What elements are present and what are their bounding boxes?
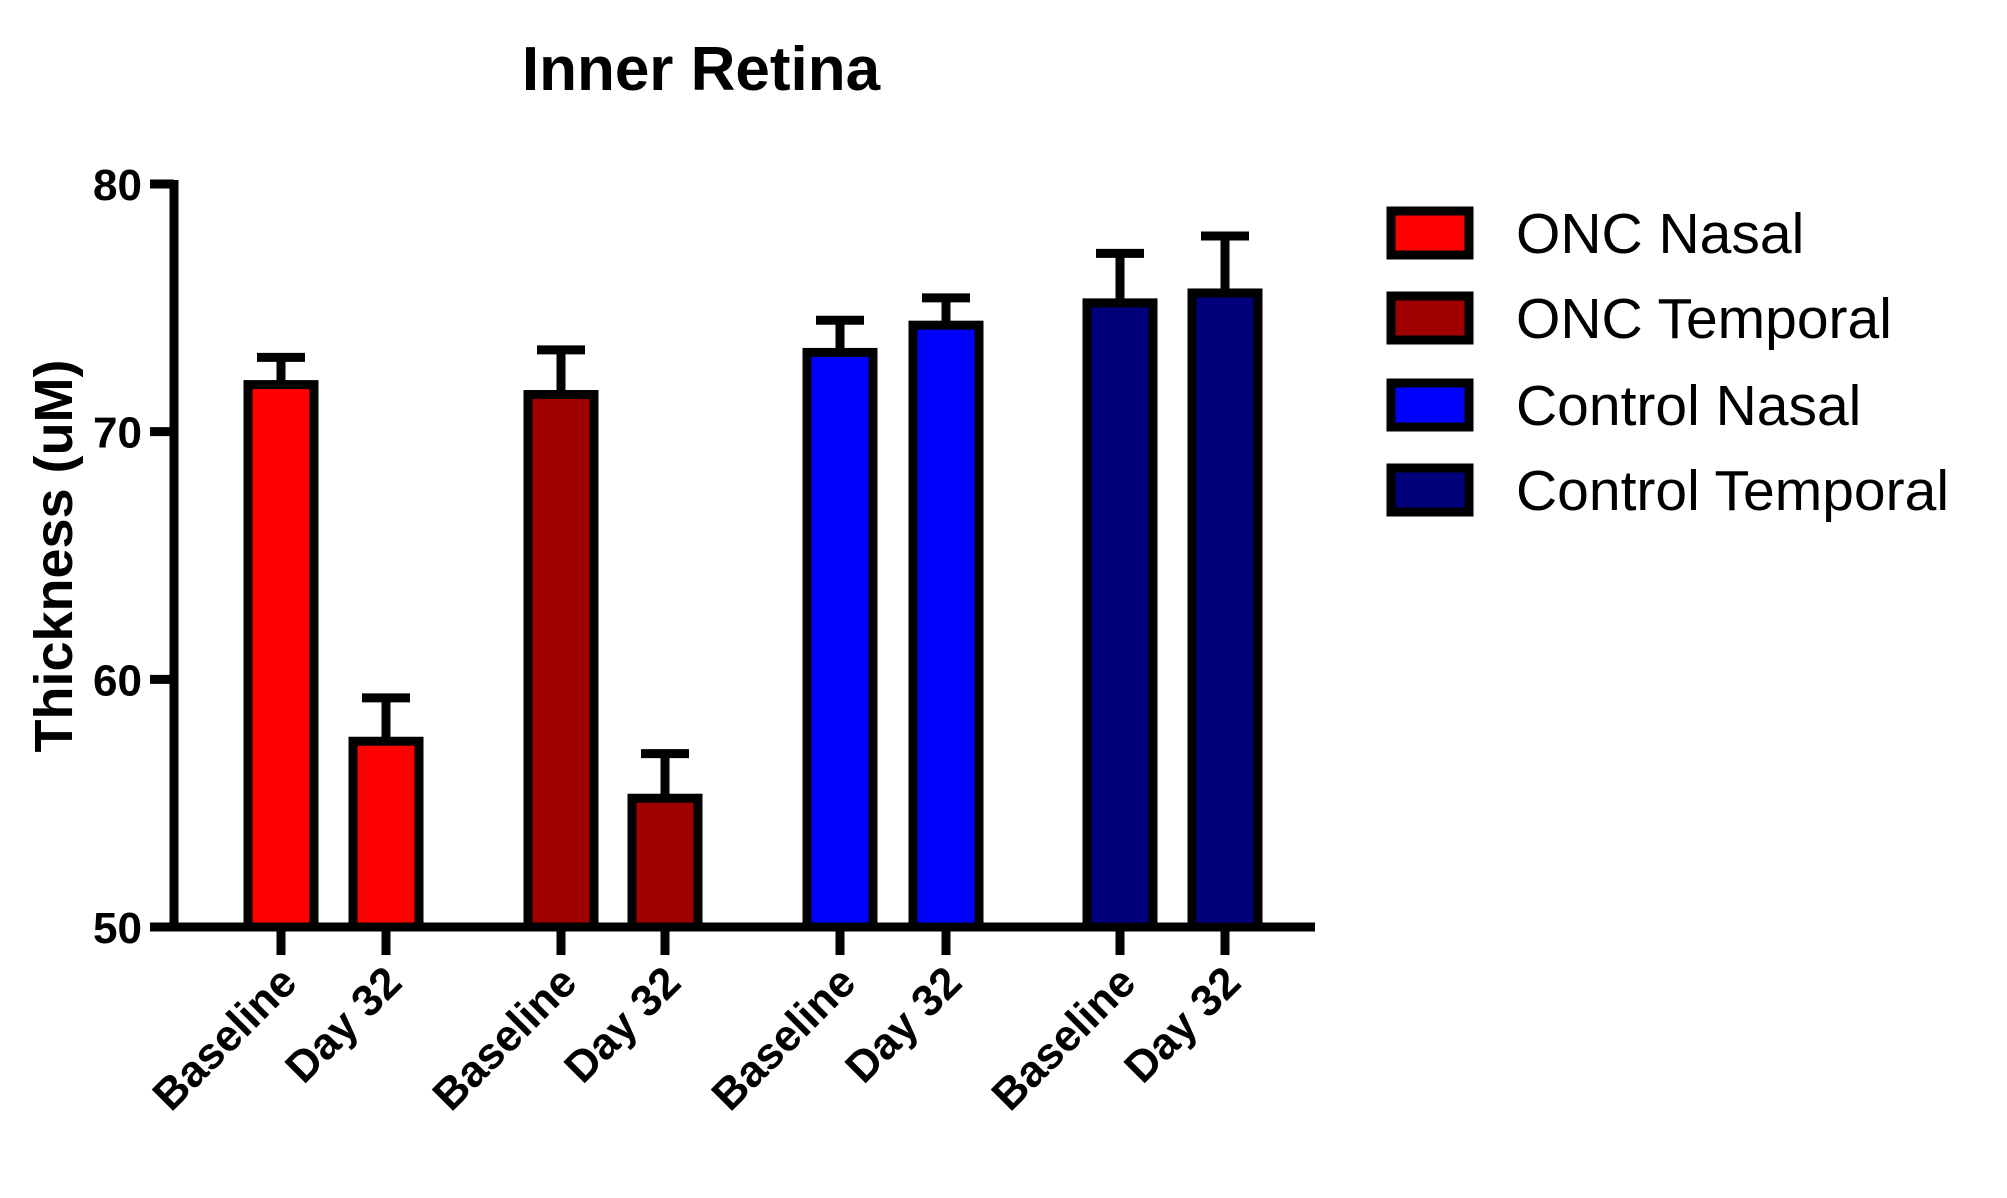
y-tick-label: 60: [93, 656, 142, 705]
bar-control-nasal: [908, 320, 984, 932]
bar-control-temporal: [1187, 288, 1263, 932]
legend-swatch: [1386, 206, 1474, 260]
y-tick-label: 50: [93, 904, 142, 953]
x-tick-label: Baseline: [982, 957, 1145, 1120]
bar-control-temporal: [1082, 298, 1158, 932]
chart-title: Inner Retina: [522, 35, 881, 104]
legend-item: ONC Nasal: [1386, 202, 1804, 266]
x-tick-label: Baseline: [423, 957, 586, 1120]
legend-label: ONC Nasal: [1516, 202, 1804, 266]
legend-swatch: [1386, 378, 1474, 432]
legend-label: Control Temporal: [1516, 459, 1949, 523]
legend-item: ONC Temporal: [1386, 287, 1892, 351]
x-tick-label: Day 32: [276, 957, 411, 1092]
y-tick-label: 70: [93, 409, 142, 458]
legend-swatch: [1386, 463, 1474, 517]
x-tick-label: Day 32: [555, 957, 690, 1092]
legend-label: Control Nasal: [1516, 374, 1861, 438]
bar-onc-nasal: [243, 380, 319, 932]
legend-item: Control Nasal: [1386, 374, 1861, 438]
y-tick-label: 80: [93, 161, 142, 210]
x-tick-label: Baseline: [702, 957, 865, 1120]
legend-label: ONC Temporal: [1516, 287, 1892, 351]
bar-onc-temporal: [523, 390, 599, 932]
bar-onc-temporal: [627, 793, 703, 932]
x-tick-label: Day 32: [836, 957, 971, 1092]
legend-item: Control Temporal: [1386, 459, 1949, 523]
x-tick-label: Day 32: [1115, 957, 1250, 1092]
y-axis-label: Thickness (uM): [24, 359, 84, 752]
x-tick-label: Baseline: [143, 957, 306, 1120]
legend-swatch: [1386, 291, 1474, 345]
bar-onc-nasal: [348, 736, 424, 932]
bar-control-nasal: [802, 347, 878, 932]
